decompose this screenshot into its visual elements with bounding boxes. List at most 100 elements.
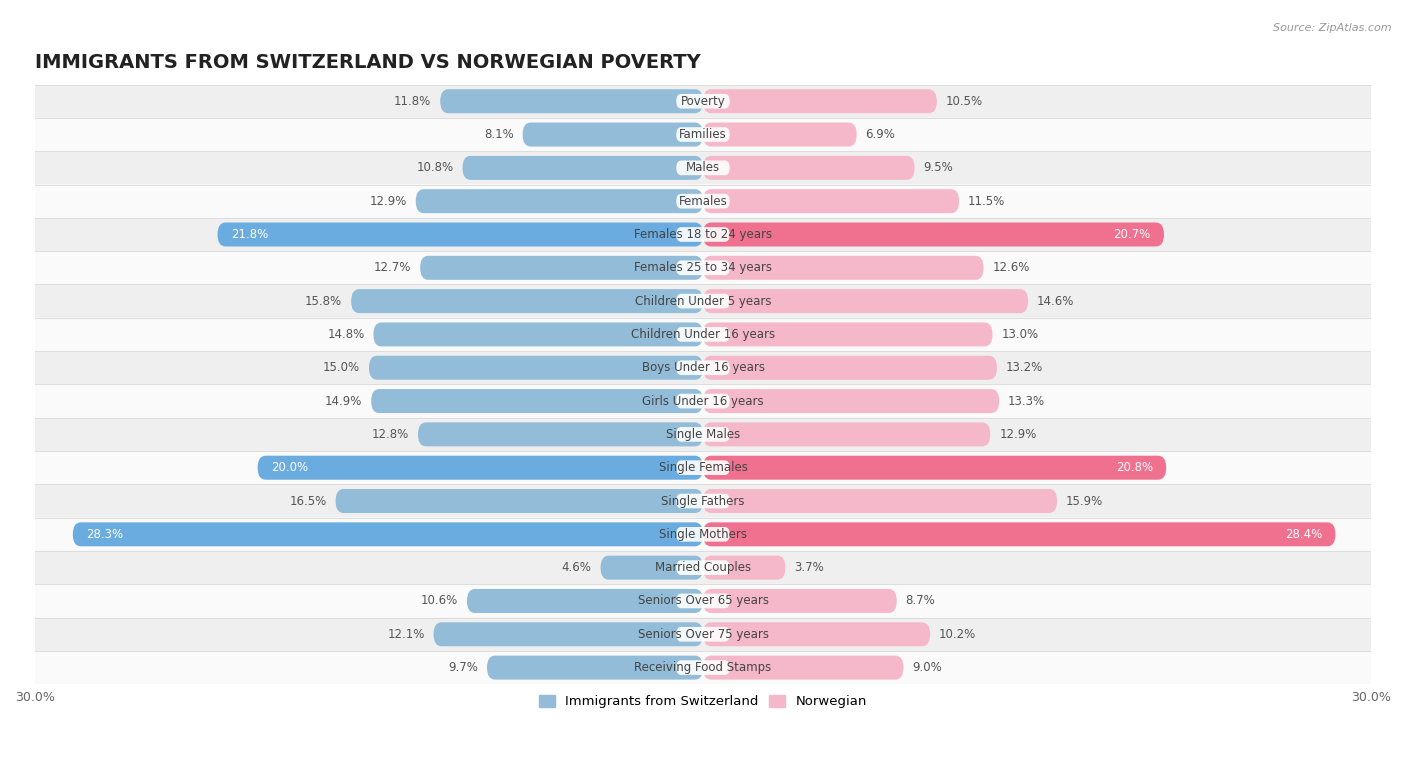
FancyBboxPatch shape <box>218 223 703 246</box>
FancyBboxPatch shape <box>676 427 730 442</box>
FancyBboxPatch shape <box>676 127 730 142</box>
FancyBboxPatch shape <box>352 289 703 313</box>
Text: 28.3%: 28.3% <box>86 528 124 541</box>
Text: Single Females: Single Females <box>658 461 748 475</box>
Text: 9.5%: 9.5% <box>924 161 953 174</box>
FancyBboxPatch shape <box>35 85 1371 118</box>
Text: 15.8%: 15.8% <box>305 295 342 308</box>
FancyBboxPatch shape <box>703 389 1000 413</box>
Text: Single Fathers: Single Fathers <box>661 494 745 508</box>
FancyBboxPatch shape <box>703 589 897 613</box>
FancyBboxPatch shape <box>676 493 730 509</box>
Text: Females: Females <box>679 195 727 208</box>
FancyBboxPatch shape <box>703 556 786 580</box>
Text: 20.7%: 20.7% <box>1114 228 1150 241</box>
FancyBboxPatch shape <box>703 356 997 380</box>
FancyBboxPatch shape <box>703 223 1164 246</box>
FancyBboxPatch shape <box>35 384 1371 418</box>
Text: 8.1%: 8.1% <box>484 128 513 141</box>
FancyBboxPatch shape <box>35 584 1371 618</box>
Text: 8.7%: 8.7% <box>905 594 935 607</box>
Text: Seniors Over 75 years: Seniors Over 75 years <box>637 628 769 641</box>
Text: Males: Males <box>686 161 720 174</box>
FancyBboxPatch shape <box>676 294 730 309</box>
Text: 21.8%: 21.8% <box>231 228 269 241</box>
Text: 9.7%: 9.7% <box>449 661 478 674</box>
FancyBboxPatch shape <box>336 489 703 513</box>
FancyBboxPatch shape <box>420 255 703 280</box>
Text: Families: Families <box>679 128 727 141</box>
Text: 12.9%: 12.9% <box>1000 428 1036 441</box>
Text: 10.8%: 10.8% <box>416 161 454 174</box>
FancyBboxPatch shape <box>676 194 730 208</box>
FancyBboxPatch shape <box>440 89 703 113</box>
Text: 3.7%: 3.7% <box>794 561 824 574</box>
Text: 14.9%: 14.9% <box>325 395 363 408</box>
FancyBboxPatch shape <box>523 123 703 146</box>
FancyBboxPatch shape <box>257 456 703 480</box>
Text: Boys Under 16 years: Boys Under 16 years <box>641 362 765 374</box>
FancyBboxPatch shape <box>35 484 1371 518</box>
FancyBboxPatch shape <box>676 594 730 609</box>
Text: 12.1%: 12.1% <box>387 628 425 641</box>
FancyBboxPatch shape <box>703 622 931 647</box>
FancyBboxPatch shape <box>703 289 1028 313</box>
Text: Single Males: Single Males <box>666 428 740 441</box>
Text: Females 18 to 24 years: Females 18 to 24 years <box>634 228 772 241</box>
FancyBboxPatch shape <box>73 522 703 547</box>
Text: Females 25 to 34 years: Females 25 to 34 years <box>634 262 772 274</box>
Text: Single Mothers: Single Mothers <box>659 528 747 541</box>
Text: 12.9%: 12.9% <box>370 195 406 208</box>
Text: 20.0%: 20.0% <box>271 461 308 475</box>
FancyBboxPatch shape <box>676 627 730 641</box>
FancyBboxPatch shape <box>35 218 1371 251</box>
FancyBboxPatch shape <box>35 351 1371 384</box>
FancyBboxPatch shape <box>467 589 703 613</box>
Text: 15.9%: 15.9% <box>1066 494 1104 508</box>
Text: Children Under 5 years: Children Under 5 years <box>634 295 772 308</box>
FancyBboxPatch shape <box>433 622 703 647</box>
FancyBboxPatch shape <box>35 251 1371 284</box>
Text: 10.2%: 10.2% <box>939 628 976 641</box>
FancyBboxPatch shape <box>416 190 703 213</box>
Text: 14.8%: 14.8% <box>328 328 364 341</box>
FancyBboxPatch shape <box>35 284 1371 318</box>
FancyBboxPatch shape <box>703 522 1336 547</box>
FancyBboxPatch shape <box>418 422 703 446</box>
Text: 11.8%: 11.8% <box>394 95 432 108</box>
Text: Source: ZipAtlas.com: Source: ZipAtlas.com <box>1274 23 1392 33</box>
FancyBboxPatch shape <box>676 560 730 575</box>
FancyBboxPatch shape <box>703 89 936 113</box>
Text: 28.4%: 28.4% <box>1285 528 1322 541</box>
FancyBboxPatch shape <box>703 322 993 346</box>
FancyBboxPatch shape <box>368 356 703 380</box>
FancyBboxPatch shape <box>676 360 730 375</box>
Text: Married Couples: Married Couples <box>655 561 751 574</box>
FancyBboxPatch shape <box>676 660 730 675</box>
FancyBboxPatch shape <box>676 94 730 108</box>
FancyBboxPatch shape <box>35 651 1371 684</box>
Text: IMMIGRANTS FROM SWITZERLAND VS NORWEGIAN POVERTY: IMMIGRANTS FROM SWITZERLAND VS NORWEGIAN… <box>35 53 700 72</box>
FancyBboxPatch shape <box>676 161 730 175</box>
FancyBboxPatch shape <box>463 156 703 180</box>
FancyBboxPatch shape <box>703 255 984 280</box>
FancyBboxPatch shape <box>35 318 1371 351</box>
FancyBboxPatch shape <box>703 156 914 180</box>
FancyBboxPatch shape <box>676 227 730 242</box>
FancyBboxPatch shape <box>35 151 1371 184</box>
FancyBboxPatch shape <box>676 327 730 342</box>
Text: Girls Under 16 years: Girls Under 16 years <box>643 395 763 408</box>
Text: 12.6%: 12.6% <box>993 262 1029 274</box>
Text: 15.0%: 15.0% <box>323 362 360 374</box>
Text: 13.3%: 13.3% <box>1008 395 1045 408</box>
Text: 12.7%: 12.7% <box>374 262 412 274</box>
Text: 12.8%: 12.8% <box>371 428 409 441</box>
FancyBboxPatch shape <box>371 389 703 413</box>
Text: 9.0%: 9.0% <box>912 661 942 674</box>
Legend: Immigrants from Switzerland, Norwegian: Immigrants from Switzerland, Norwegian <box>534 690 872 713</box>
FancyBboxPatch shape <box>486 656 703 680</box>
Text: Poverty: Poverty <box>681 95 725 108</box>
FancyBboxPatch shape <box>676 393 730 409</box>
Text: 10.5%: 10.5% <box>946 95 983 108</box>
Text: 16.5%: 16.5% <box>290 494 326 508</box>
